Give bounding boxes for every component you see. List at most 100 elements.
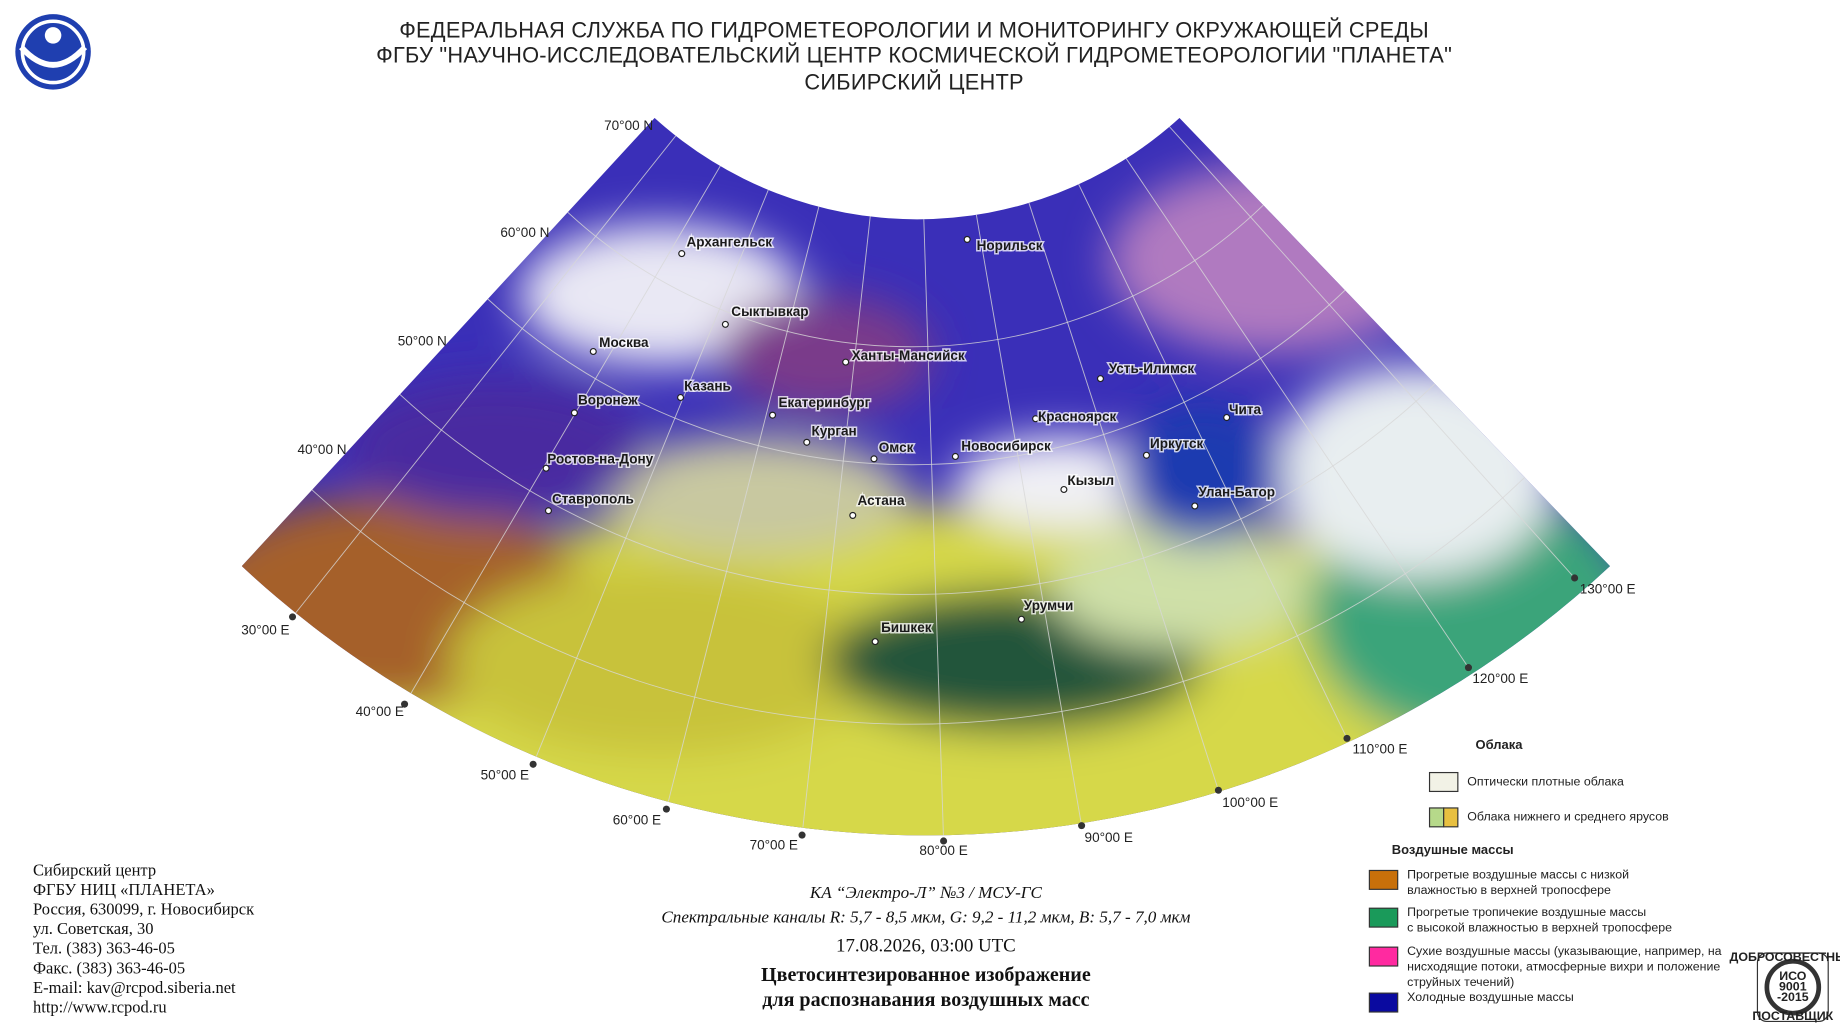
legend-title: Облака [1476,737,1524,752]
contact-line: E-mail: kav@rcpod.siberia.net [33,978,236,997]
city-dot [769,411,777,419]
city-label: Ростов-на-Дону [547,452,653,467]
city-dot [1223,414,1231,422]
longitude-label: 60°00 E [613,813,661,828]
city-dot [1060,485,1068,494]
legend-swatch [1368,869,1399,890]
meridian [532,117,799,765]
city-dot [589,347,597,356]
city-label: Омск [879,440,914,455]
certificate-text: ПОСТАВЩИК [1752,1009,1833,1023]
city-label: Кызыл [1067,473,1114,488]
contact-line: Факс. (383) 363-46-05 [33,958,185,977]
city-dot [803,438,811,446]
caption-channels: Спектральные каналы R: 5,7 - 8,5 мкм, G:… [661,908,1190,927]
legend-label: Прогретые воздушные массы с низкой [1407,867,1629,881]
city-label: Красноярск [1038,409,1117,424]
city-dot [544,507,552,515]
latitude-label: 60°00 N [500,225,549,240]
city-dot [842,358,850,366]
latitude-label: 70°00 N [604,118,653,133]
city-label: Казань [684,378,731,393]
city-dot [1191,502,1199,510]
meridian [920,139,945,836]
city-label: Иркутск [1150,436,1203,451]
meridian [962,135,1083,826]
longitude-dot [288,613,297,621]
header-line: ФГБУ "НАУЧНО-ИССЛЕДОВАТЕЛЬСКИЙ ЦЕНТР КОС… [376,42,1452,67]
city-label: Воронеж [578,393,638,408]
longitude-dot [401,700,409,708]
city-label: Норильск [977,238,1043,253]
logo [15,14,91,90]
city-label: Екатеринбург [778,395,870,410]
longitude-dot [1078,822,1086,830]
city-label: Москва [599,335,649,350]
meridian [1003,124,1219,791]
caption-title: Цветосинтезированное изображение [761,964,1091,986]
city-label: Архангельск [686,235,772,250]
contact-line: Сибирский центр [33,860,156,879]
city-dot [1032,415,1040,423]
longitude-label: 80°00 E [919,843,967,858]
caption-title: для распознавания воздушных масс [762,989,1089,1011]
longitude-label: 30°00 E [241,623,289,638]
city-dot [951,452,959,460]
legend-swatch [1443,807,1459,828]
longitude-dot [1571,574,1579,582]
legend-swatch [1428,771,1459,793]
header-line: ФЕДЕРАЛЬНАЯ СЛУЖБА ПО ГИДРОМЕТЕОРОЛОГИИ … [399,18,1429,43]
contact-line: Россия, 630099, г. Новосибирск [33,900,255,919]
longitude-dot [940,837,948,845]
longitude-label: 90°00 E [1085,830,1133,845]
longitude-dot [662,805,670,813]
city-dot [542,464,550,472]
legend-label: Прогретые тропичекие воздушные массы [1407,905,1646,919]
meridian [292,117,727,618]
longitude-label: 110°00 E [1353,742,1408,757]
city-label: Астана [857,493,904,508]
city-label: Бишкек [881,620,932,635]
meridian [404,117,760,705]
legend-label: струйных течений) [1407,975,1514,989]
longitude-dot [798,831,806,839]
city-dot [721,320,729,328]
city-label: Ставрополь [552,492,634,507]
city-label: Улан-Батор [1198,485,1275,500]
meridian [801,138,880,836]
legend-title: Воздушные массы [1392,842,1514,857]
longitude-dot [1343,734,1351,742]
meridian [1110,117,1575,579]
city-dot [1142,451,1150,459]
legend-label: Оптически плотные облака [1467,774,1624,788]
longitude-dot [529,760,537,768]
city-label: Чита [1229,402,1261,417]
legend-swatch [1428,807,1445,828]
header-line: СИБИРСКИЙ ЦЕНТР [804,70,1023,95]
meridian [1041,117,1348,739]
city-label: Сыктывкар [731,304,808,319]
city-dot [678,250,686,258]
meridian [665,130,839,810]
contact-line: Тел. (383) 363-46-05 [33,939,175,958]
latitude-label: 40°00 N [297,442,346,457]
legend-label: Холодные воздушные массы [1407,990,1574,1004]
contact-line: ул. Советская, 30 [33,919,153,938]
city-label: Усть-Илимск [1109,361,1195,376]
meridian [1078,117,1469,668]
legend-label: с высокой влажностью в верхней тропосфер… [1407,921,1672,935]
legend-label: Сухие воздушные массы (указывающие, напр… [1407,944,1722,958]
city-dot [677,393,685,402]
city-label: Ханты-Мансийск [852,348,965,363]
city-dot [870,455,878,463]
city-dot [1096,375,1104,383]
certificate-text: 9001 [1779,979,1807,993]
city-dot [963,235,971,243]
city-label: Новосибирск [961,439,1051,454]
longitude-label: 120°00 E [1472,671,1528,686]
city-label: Курган [811,423,856,438]
legend-swatch [1368,907,1399,928]
contact-line: http://www.rcpod.ru [33,997,167,1016]
caption-datetime: 17.08.2026, 03:00 UTC [836,935,1016,956]
